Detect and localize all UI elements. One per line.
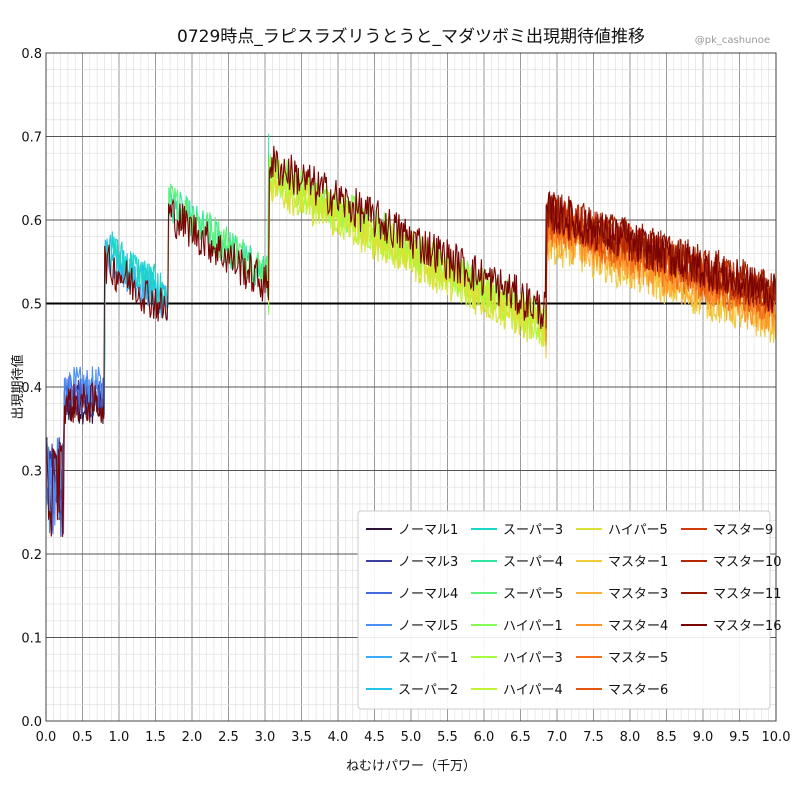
y-axis-label: 出現期待値 bbox=[10, 354, 26, 419]
x-axis-label: ねむけパワー（千万） bbox=[346, 759, 476, 774]
series-lines bbox=[45, 133, 777, 537]
x-tick-label: 6.0 bbox=[474, 730, 495, 745]
legend-box bbox=[357, 510, 771, 710]
chart-title: 0729時点_ラピスラズリうとうと_マダツボミ出現期待値推移 bbox=[177, 27, 645, 47]
legend-entry: ノーマル5 bbox=[398, 619, 458, 634]
y-tick-label: 0.6 bbox=[21, 214, 42, 229]
y-tick-label: 0.3 bbox=[21, 465, 42, 480]
x-tick-label: 10.0 bbox=[762, 730, 791, 745]
legend-entry: ハイパー4 bbox=[503, 683, 563, 698]
x-tick-label: 0.5 bbox=[72, 730, 93, 745]
x-tick-label: 1.5 bbox=[145, 730, 166, 745]
x-tick-label: 8.0 bbox=[620, 730, 641, 745]
x-tick-label: 8.5 bbox=[656, 730, 677, 745]
y-tick-label: 0.7 bbox=[21, 131, 42, 146]
legend-entry: マスター9 bbox=[713, 523, 773, 538]
legend-entry: スーパー5 bbox=[503, 587, 563, 602]
x-tick-label: 2.0 bbox=[182, 730, 203, 745]
y-tick-label: 0.5 bbox=[21, 298, 42, 313]
plot-frame bbox=[45, 52, 777, 722]
legend-entry: スーパー4 bbox=[503, 555, 563, 570]
x-tick-label: 3.5 bbox=[291, 730, 312, 745]
legend-entry: ノーマル4 bbox=[398, 587, 458, 602]
legend: ノーマル1 ノーマル3 ノーマル4 ノーマル5 スーパー1 スーパー2 スーパー3 スーパー4… bbox=[357, 510, 782, 710]
legend-entry: マスター4 bbox=[608, 619, 668, 634]
legend-entry: マスター11 bbox=[713, 587, 782, 602]
legend-entry: スーパー2 bbox=[398, 683, 458, 698]
x-tick-label: 6.5 bbox=[510, 730, 531, 745]
x-tick-label: 5.5 bbox=[437, 730, 458, 745]
legend-entry: ノーマル1 bbox=[398, 523, 458, 538]
y-tick-label: 0.1 bbox=[21, 632, 42, 647]
legend-entry: マスター5 bbox=[608, 651, 668, 666]
series-line bbox=[103, 231, 168, 373]
x-tick-label: 5.0 bbox=[401, 730, 422, 745]
x-tick-label: 2.5 bbox=[218, 730, 239, 745]
legend-entry: ノーマル3 bbox=[398, 555, 458, 570]
x-tick-label: 9.0 bbox=[693, 730, 714, 745]
legend-entry: マスター16 bbox=[713, 619, 782, 634]
series-line bbox=[45, 366, 105, 534]
y-tick-label: 0.4 bbox=[21, 381, 42, 396]
legend-entry: マスター6 bbox=[608, 683, 668, 698]
legend-entry: ハイパー3 bbox=[503, 651, 563, 666]
series-line bbox=[268, 169, 547, 347]
x-tick-label: 9.5 bbox=[729, 730, 750, 745]
x-tick-label: 4.0 bbox=[328, 730, 349, 745]
x-tick-label: 0.0 bbox=[36, 730, 57, 745]
legend-entry: スーパー3 bbox=[503, 523, 563, 538]
x-tick-label: 7.5 bbox=[583, 730, 604, 745]
y-tick-label: 0.2 bbox=[21, 548, 42, 563]
credit-text: @pk_cashunoe bbox=[695, 35, 770, 46]
y-tick-label: 0.8 bbox=[21, 47, 42, 62]
legend-entry: マスター1 bbox=[608, 555, 668, 570]
legend-entry: ハイパー1 bbox=[503, 619, 563, 634]
x-tick-label: 4.5 bbox=[364, 730, 385, 745]
y-tick-labels: 0.0 0.1 0.2 0.3 0.4 0.5 0.6 0.7 0.8 bbox=[21, 47, 42, 730]
grid bbox=[45, 52, 777, 722]
legend-entry: ハイパー5 bbox=[608, 523, 668, 538]
x-tick-label: 3.0 bbox=[255, 730, 276, 745]
x-tick-label: 7.0 bbox=[547, 730, 568, 745]
legend-entry: マスター10 bbox=[713, 555, 782, 570]
series-line bbox=[45, 145, 777, 537]
legend-entry: マスター3 bbox=[608, 587, 668, 602]
x-tick-labels: 0.0 0.5 1.0 1.5 2.0 2.5 3.0 3.5 4.0 4.5 5.0 5.5 6.0 6… bbox=[36, 730, 791, 745]
legend-entry: スーパー1 bbox=[398, 651, 458, 666]
series-line bbox=[545, 194, 777, 308]
y-tick-label: 0.0 bbox=[21, 715, 42, 730]
x-tick-label: 1.0 bbox=[109, 730, 130, 745]
